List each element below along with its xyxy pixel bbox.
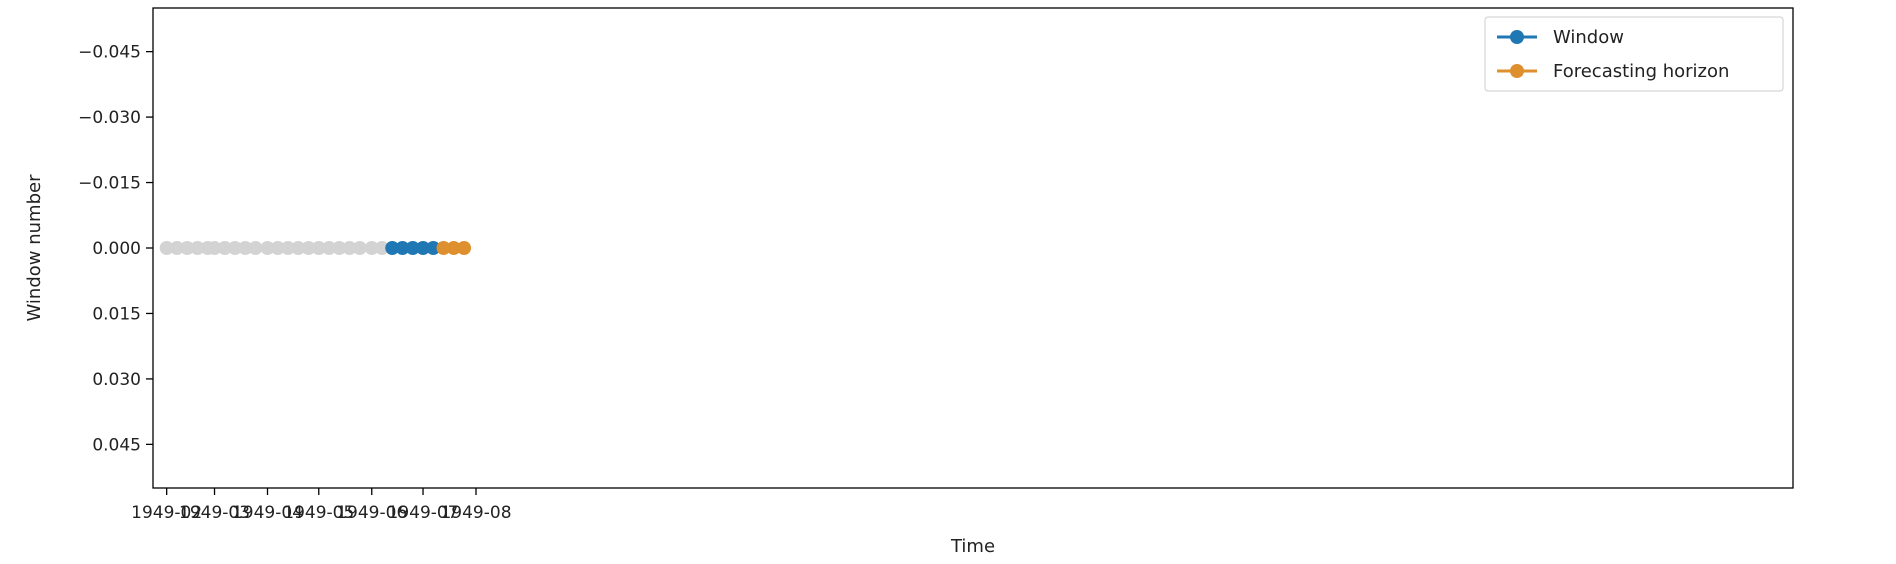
window-point (416, 241, 431, 255)
series-group (159, 241, 472, 255)
x-tick-label: 1949-04 (232, 503, 303, 523)
x-axis-label: Time (950, 536, 995, 557)
training-point (270, 241, 285, 255)
training-point (281, 241, 296, 255)
x-tick-label: 1949-06 (336, 503, 407, 523)
y-tick-label: 0.015 (92, 304, 141, 324)
legend-label: Forecasting horizon (1553, 61, 1729, 82)
y-tick-label: −0.045 (78, 43, 141, 63)
y-axis: −0.045 −0.030 −0.015 0.000 0.015 0.030 0.045 (78, 43, 153, 455)
x-tick-label: 1949-02 (131, 503, 202, 523)
y-tick-label: −0.030 (78, 108, 141, 128)
training-point (260, 241, 275, 255)
legend-marker (1510, 30, 1524, 44)
training-point (217, 241, 232, 255)
forecasting-horizon-point (446, 241, 461, 255)
window-point (405, 241, 420, 255)
training-point (180, 241, 195, 255)
training-point (190, 241, 205, 255)
y-axis-label: Window number (24, 174, 45, 322)
y-tick-label: 0.045 (92, 435, 141, 455)
training-point (207, 241, 222, 255)
window-point (395, 241, 410, 255)
legend: Window Forecasting horizon (1484, 16, 1784, 92)
training-point (375, 241, 390, 255)
training-point (332, 241, 347, 255)
training-point (248, 241, 263, 255)
training-point (342, 241, 357, 255)
y-tick-label: 0.030 (92, 370, 141, 390)
x-tick-label: 1949-07 (388, 503, 459, 523)
forecasting-horizon-point (436, 241, 451, 255)
training-point (228, 241, 243, 255)
training-point (291, 241, 306, 255)
x-tick-label: 1949-03 (179, 503, 250, 523)
window-point (426, 241, 441, 255)
window-point (385, 241, 400, 255)
x-axis: 1949-021949-031949-041949-051949-061949-… (131, 488, 512, 523)
training-point (159, 241, 174, 255)
legend-marker (1510, 64, 1524, 78)
x-tick-label: 1949-05 (283, 503, 354, 523)
legend-label: Window (1553, 27, 1624, 48)
legend-frame (1484, 16, 1784, 92)
y-tick-label: −0.015 (78, 174, 141, 194)
forecasting-horizon-point (457, 241, 472, 255)
training-point (169, 241, 184, 255)
training-point (301, 241, 316, 255)
y-tick-label: 0.000 (92, 239, 141, 259)
training-point (311, 241, 326, 255)
x-tick-label: 1949-08 (440, 503, 511, 523)
training-point (364, 241, 379, 255)
training-point (352, 241, 367, 255)
training-point (238, 241, 253, 255)
training-point (322, 241, 337, 255)
